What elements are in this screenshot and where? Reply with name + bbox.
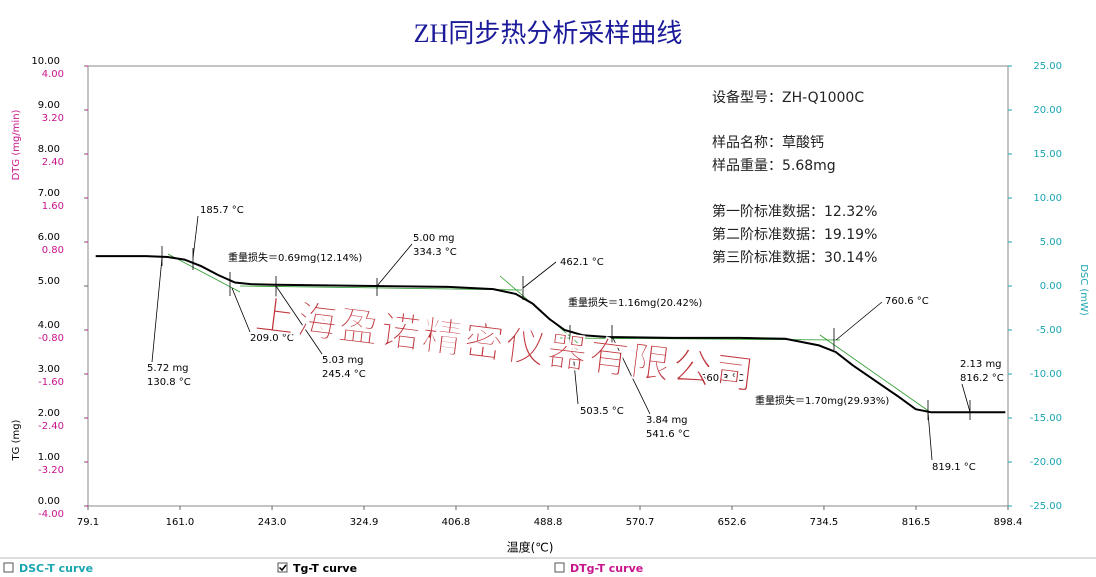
y3-tick-label: -1.60 [38, 377, 64, 388]
legend-checkbox[interactable] [554, 562, 565, 573]
annotation: 185.7 °C [200, 205, 244, 216]
y2-tick-label: 5.00 [1040, 237, 1062, 248]
y2-tick-label: -5.00 [1036, 325, 1062, 336]
y2-tick-label: 10.00 [1033, 193, 1062, 204]
info-line: 样品重量：5.68mg [712, 158, 836, 174]
annotation: 334.3 °C [413, 247, 457, 258]
annotation: 462.1 °C [560, 257, 604, 268]
y2-axis-title: DSC (mW) [1078, 264, 1089, 316]
y2-tick-label: 20.00 [1033, 105, 1062, 116]
annotation: 541.6 °C [646, 429, 690, 440]
info-line: 第三阶标准数据：30.14% [712, 249, 877, 266]
y3-tick-label: -3.20 [38, 465, 64, 476]
plot-frame [87, 65, 1009, 507]
y-tick-label: 2.00 [38, 408, 60, 419]
info-box: 设备型号：ZH-Q1000C 样品名称：草酸钙 样品重量：5.68mg 第一阶标… [712, 89, 877, 266]
y3-tick-label: 1.60 [42, 201, 64, 212]
y2-tick-label: -20.00 [1030, 457, 1062, 468]
y3-tick-label: -0.80 [38, 333, 64, 344]
annotation: 重量损失＝1.70mg(29.93%) [755, 394, 889, 407]
info-line: 样品名称：草酸钙 [712, 135, 824, 151]
annotation: 重量损失＝0.69mg(12.14%) [228, 251, 362, 264]
info-line: 设备型号：ZH-Q1000C [712, 89, 864, 106]
annotation: 2.13 mg [960, 359, 1002, 370]
annotation: 819.1 °C [932, 462, 976, 473]
legend-label[interactable]: DTg-T curve [570, 562, 643, 575]
chart-title: ZH同步热分析采样曲线 [414, 19, 683, 48]
annotations: 185.7 °C 重量损失＝0.69mg(12.14%) 209.0 °C 5.… [147, 205, 1004, 473]
y-tick-label: 8.00 [38, 144, 60, 155]
annotation: 560.3 °C [700, 373, 744, 384]
y2-tick-label: 25.00 [1033, 61, 1062, 72]
x-tick-label: 898.4 [994, 517, 1023, 528]
y3-tick-label: -4.00 [38, 509, 64, 520]
x-tick-label: 243.0 [258, 517, 287, 528]
y2-tick-label: 15.00 [1033, 149, 1062, 160]
y-tick-label: 6.00 [38, 232, 60, 243]
annotation: 503.5 °C [580, 406, 624, 417]
y3-tick-label: 0.80 [42, 245, 64, 256]
y3-tick-label: 2.40 [42, 157, 64, 168]
annotation: 760.6 °C [885, 296, 929, 307]
info-line: 第二阶标准数据：19.19% [712, 226, 877, 243]
y-axis-title: TG (mg) [11, 419, 22, 461]
y3-tick-label: 3.20 [42, 113, 64, 124]
x-tick-label: 488.8 [534, 517, 563, 528]
y-tick-label: 3.00 [38, 364, 60, 375]
annotation: 5.00 mg [413, 233, 455, 244]
y3-tick-label: -2.40 [38, 421, 64, 432]
lines [95, 255, 1006, 414]
tg-curve [95, 255, 1006, 414]
annotation: 3.84 mg [646, 415, 688, 426]
x-axis-title: 温度(℃) [507, 540, 554, 555]
annotation: 5.72 mg [147, 363, 189, 374]
annotation: 130.8 °C [147, 377, 191, 388]
x-tick-label: 406.8 [442, 517, 471, 528]
info-line: 第一阶标准数据：12.32% [712, 203, 877, 220]
x-tick-label: 816.5 [902, 517, 931, 528]
y-tick-label: 7.00 [38, 188, 60, 199]
x-tick-label: 161.0 [166, 517, 195, 528]
x-tick-label: 652.6 [718, 517, 747, 528]
x-tick-label: 734.5 [810, 517, 839, 528]
legend-label[interactable]: DSC-T curve [19, 562, 93, 575]
y-tick-label: 5.00 [38, 276, 60, 287]
y-tick-label: 1.00 [38, 452, 60, 463]
annotation: 209.0 °C [250, 333, 294, 344]
y2-tick-label: -25.00 [1030, 501, 1062, 512]
annotation: 816.2 °C [960, 373, 1004, 384]
x-tick-label: 324.9 [350, 517, 379, 528]
legend-label[interactable]: Tg-T curve [293, 562, 357, 575]
y-tick-label: 0.00 [38, 496, 60, 507]
y-tick-label: 9.00 [38, 100, 60, 111]
legend-checkbox[interactable] [277, 562, 288, 573]
x-tick-label: 570.7 [626, 517, 655, 528]
y2-tick-label: -15.00 [1030, 413, 1062, 424]
y2-tick-label: -10.00 [1030, 369, 1062, 380]
y3-tick-label: 4.00 [42, 69, 64, 80]
y2-tick-label: 0.00 [1040, 281, 1062, 292]
annotation: 5.03 mg [322, 355, 364, 366]
legend-checkbox[interactable] [3, 562, 14, 573]
leader-lines [151, 215, 971, 461]
y-tick-label: 4.00 [38, 320, 60, 331]
y3-axis-title: DTG (mg/min) [11, 109, 22, 180]
legend-check [278, 564, 287, 572]
annotation: 重量损失＝1.16mg(20.42%) [568, 296, 702, 309]
y-tick-label: 10.00 [31, 56, 60, 67]
x-tick-label: 79.1 [77, 517, 99, 528]
annotation: 245.4 °C [322, 369, 366, 380]
